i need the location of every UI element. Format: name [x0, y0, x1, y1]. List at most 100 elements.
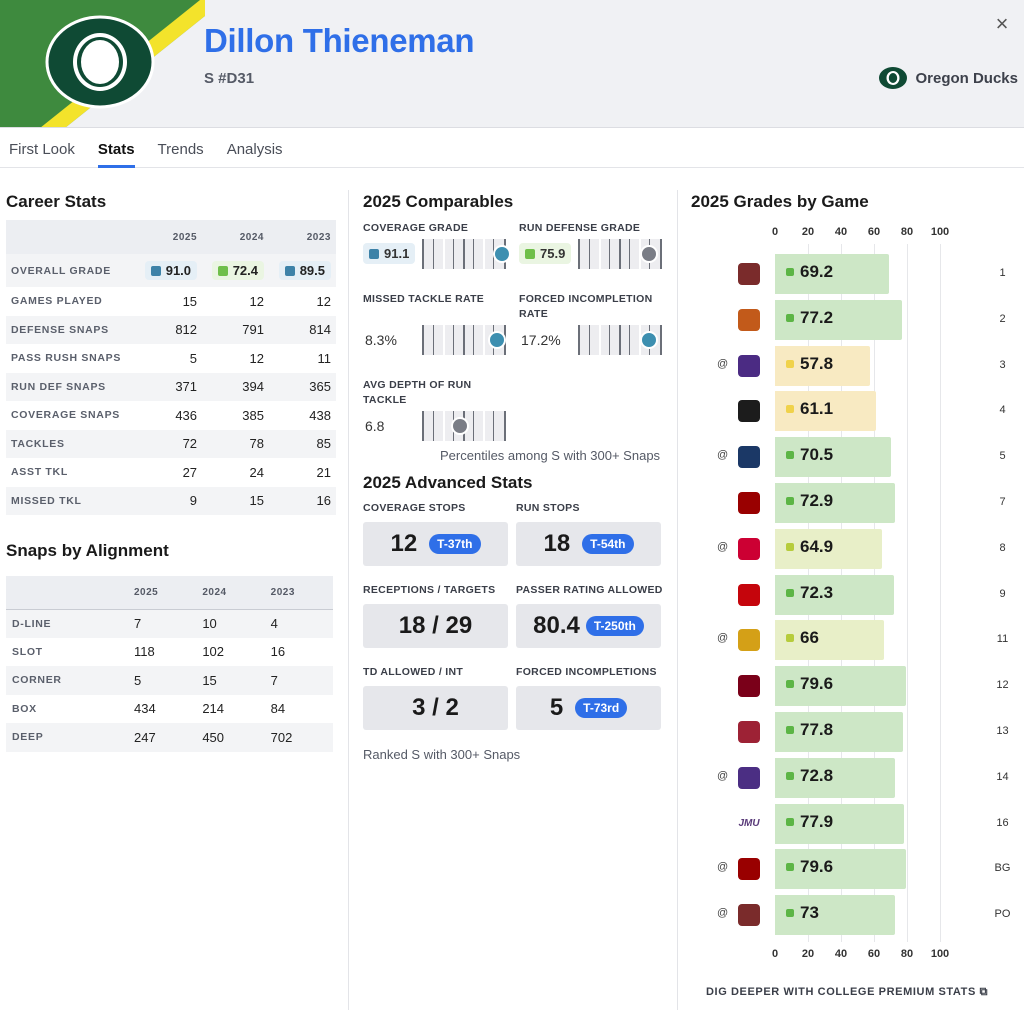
game-row[interactable]: @57.8 3 — [690, 345, 1024, 387]
grade-square-icon — [786, 313, 794, 322]
game-row[interactable]: @72.8 14 — [690, 757, 1024, 799]
snap-cell: 102 — [202, 644, 225, 660]
indiana-logo — [732, 897, 766, 933]
table-row: PASS RUSH SNAPS 5 12 11 — [6, 344, 336, 373]
stat-cell: 436 — [175, 407, 198, 423]
game-row[interactable]: 77.2 2 — [690, 299, 1024, 341]
career-stats-title: Career Stats — [6, 192, 107, 211]
team-badge: Oregon Ducks — [878, 66, 1018, 90]
game-grade-value: 73 — [800, 903, 819, 923]
premium-stats-link[interactable]: DIG DEEPER WITH COLLEGE PREMIUM STATS ⧉ — [706, 986, 988, 999]
label-header — [6, 576, 128, 610]
game-row[interactable]: @70.5 5 — [690, 436, 1024, 478]
stat-cell: 12 — [249, 293, 264, 309]
advanced-value: 3 / 2 — [412, 694, 459, 721]
game-row[interactable]: JMU 77.9 16 — [690, 803, 1024, 845]
year-header: 2025 — [135, 220, 203, 254]
grade-bar — [775, 437, 892, 478]
game-grade-value: 57.8 — [800, 353, 834, 373]
game-grade: 61.1 — [786, 399, 833, 419]
game-grade: 57.8 — [786, 354, 833, 374]
game-grade: 72.9 — [786, 491, 833, 511]
snap-cell: 16 — [270, 644, 286, 660]
game-grade-value: 79.6 — [800, 674, 834, 694]
advanced-label: RUN STOPS — [516, 502, 580, 514]
table-row: GAMES PLAYED 15 12 12 — [6, 287, 336, 316]
table-row: ASST TKL 27 24 21 — [6, 458, 336, 487]
percentile-tick — [629, 325, 630, 355]
table-row: DEEP 247 450 702 — [6, 723, 333, 752]
stat-cell: 16 — [269, 486, 336, 515]
grade-value: 72.4 — [232, 263, 258, 278]
advanced-value: 80.4 — [533, 612, 580, 639]
away-marker: @ — [717, 632, 729, 645]
game-grade: 72.3 — [786, 583, 833, 603]
tab-first-look[interactable]: First Look — [9, 141, 75, 158]
logo-text: JMU — [738, 818, 760, 830]
wisconsin-logo — [732, 577, 766, 613]
game-grade-value: 77.8 — [800, 720, 834, 739]
percentile-bar — [578, 239, 662, 269]
game-number: 7 — [999, 496, 1006, 508]
game-grade-value: 66 — [800, 628, 819, 648]
percentile-tick — [433, 239, 434, 269]
percentile-tick — [493, 411, 494, 441]
grade-square-icon — [284, 265, 295, 276]
game-row[interactable]: 72.9 7 — [690, 482, 1024, 524]
career-header-row: 2025 2024 2023 — [6, 220, 336, 254]
advanced-title: 2025 Advanced Stats — [363, 473, 533, 492]
away-marker: @ — [717, 357, 729, 370]
northwestern-logo — [732, 348, 766, 384]
game-row[interactable]: @64.9 8 — [690, 528, 1024, 570]
tab-analysis[interactable]: Analysis — [226, 141, 283, 158]
grade-square-icon — [786, 405, 794, 414]
snap-cell: 118 — [134, 644, 155, 660]
game-row[interactable]: @66 11 — [690, 619, 1024, 661]
indiana-logo — [732, 485, 766, 521]
comparable-value: 91.1 — [363, 243, 416, 264]
close-button[interactable]: × — [990, 12, 1014, 36]
tab-stats[interactable]: Stats — [89, 128, 144, 168]
game-row[interactable]: 77.8 13 — [690, 711, 1024, 753]
percentile-dot — [639, 245, 658, 263]
row-label: COVERAGE SNAPS — [11, 409, 120, 422]
game-row[interactable]: 61.1 4 — [690, 390, 1024, 432]
grade-square-icon — [786, 359, 794, 368]
game-row[interactable]: 72.3 9 — [690, 574, 1024, 616]
game-grade: 79.6 — [786, 857, 833, 877]
percentile-tick — [483, 325, 485, 355]
percentile-tick — [609, 239, 610, 269]
tab-trends[interactable]: Trends — [157, 141, 204, 158]
grade-square-icon — [217, 265, 228, 276]
game-row[interactable]: @79.6 BG — [690, 848, 1024, 890]
row-label: D-LINE — [6, 609, 128, 638]
percentile-tick — [433, 325, 434, 355]
advanced-label: PASSER RATING ALLOWED — [516, 584, 663, 596]
grade-bar — [775, 849, 907, 890]
advanced-stat-box: 18 T-54th — [516, 522, 661, 566]
snap-cell: 84 — [270, 701, 286, 717]
team-name: Oregon Ducks — [915, 69, 1018, 87]
axis-tick-label: 60 — [867, 226, 881, 238]
row-label: MISSED TKL — [6, 486, 136, 515]
game-number: 3 — [999, 358, 1006, 371]
game-number: 8 — [999, 541, 1006, 554]
alignment-header-row: 2025 2024 2023 — [6, 576, 333, 610]
stat-cell: 21 — [316, 464, 331, 480]
game-row[interactable]: @73 PO — [690, 894, 1024, 936]
percentile-tick — [589, 325, 590, 355]
snap-cell: 5 — [128, 666, 197, 695]
stat-cell: 812 — [135, 315, 203, 344]
game-row[interactable]: 79.6 12 — [690, 665, 1024, 707]
comparable-value: 8.3% — [365, 332, 397, 348]
away-marker: @ — [717, 769, 729, 782]
percentile-bar — [422, 239, 511, 269]
percentile-tick — [463, 239, 465, 269]
game-row[interactable]: 69.2 1 — [690, 253, 1024, 295]
axis-tick-label: 0 — [771, 948, 779, 960]
comparable-label: MISSED TACKLE RATE — [363, 293, 485, 305]
comparable-label: RUN DEFENSE GRADE — [519, 222, 641, 234]
snap-cell: 434 — [134, 701, 156, 717]
game-number: 1 — [999, 267, 1006, 279]
career-stats-table: 2025 2024 2023 OVERALL GRADE 91.0 72.4 89.5 GAM… — [6, 220, 336, 515]
